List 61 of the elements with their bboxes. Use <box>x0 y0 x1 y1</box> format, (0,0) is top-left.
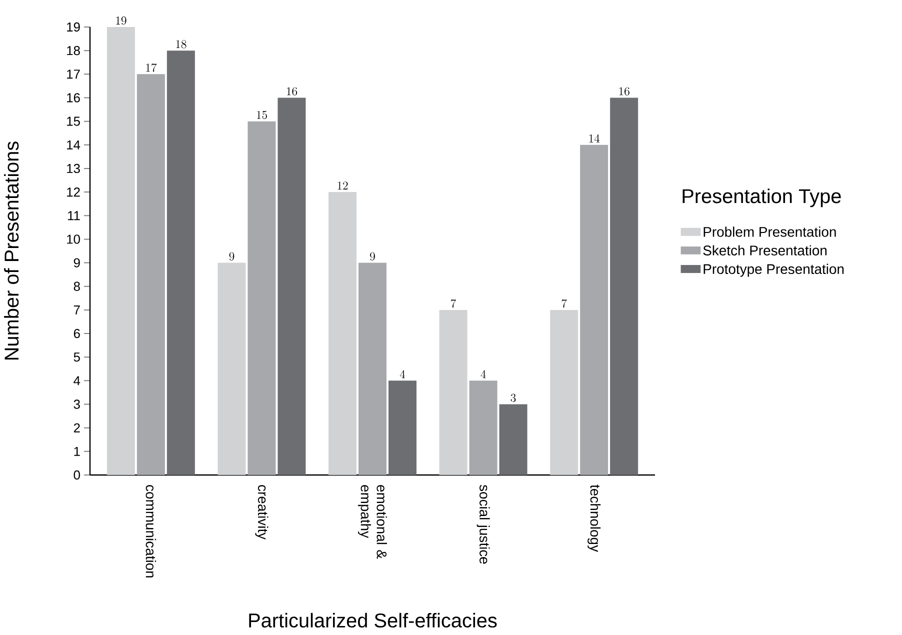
y-tick-label: 3 <box>74 400 80 409</box>
y-tick-label: 12 <box>67 188 80 197</box>
y-tick-label: 2 <box>74 423 80 432</box>
bar <box>248 121 276 475</box>
y-tick-label: 1 <box>74 446 80 456</box>
data-label: 15 <box>256 110 267 120</box>
x-axis-title: Particularized Self-efficacies <box>249 612 497 628</box>
y-tick-label: 19 <box>67 22 80 32</box>
x-tick-label: emotional & empathy <box>358 485 387 559</box>
bar <box>550 310 578 475</box>
legend-label: Prototype Presentation <box>704 264 844 277</box>
data-label: 7 <box>562 299 567 308</box>
bar <box>388 380 416 475</box>
bar <box>218 262 246 475</box>
data-label: 12 <box>338 182 348 190</box>
x-tick-label: social justice <box>476 484 490 564</box>
y-tick-label: 14 <box>67 140 80 150</box>
bar <box>580 144 608 475</box>
y-tick-label: 7 <box>74 305 80 314</box>
legend-title: Presentation Type <box>682 188 841 208</box>
data-label: 7 <box>451 299 456 308</box>
y-tick-label: 9 <box>74 258 80 268</box>
y-tick-label: 6 <box>74 328 80 338</box>
bar <box>358 262 386 475</box>
y-tick-label: 0 <box>74 470 80 480</box>
data-label: 17 <box>146 64 157 72</box>
data-label: 3 <box>510 394 516 402</box>
y-tick-label: 16 <box>67 93 80 102</box>
bar <box>166 50 195 475</box>
data-label: 9 <box>229 252 234 261</box>
y-tick-label: 4 <box>74 376 80 386</box>
bar <box>469 380 498 475</box>
y-tick-label: 5 <box>74 352 80 362</box>
bar <box>136 74 165 475</box>
y-tick-label: 18 <box>67 46 80 56</box>
data-label: 19 <box>116 16 126 25</box>
legend-label: Sketch Presentation <box>703 245 827 256</box>
data-label: 9 <box>370 252 375 261</box>
y-tick-label: 17 <box>67 70 80 79</box>
legend-label: Problem Presentation <box>704 226 836 237</box>
data-label: 14 <box>589 134 600 142</box>
bar <box>439 310 468 475</box>
x-tick-label: creativity <box>255 485 268 540</box>
bar <box>278 98 306 475</box>
y-tick-label: 8 <box>74 282 80 291</box>
y-axis-title: Number of Presentations <box>4 142 19 360</box>
data-label: 4 <box>400 370 406 378</box>
x-tick-label: communication <box>146 485 156 578</box>
data-label: 16 <box>286 87 298 96</box>
x-tick-label: technology <box>588 484 601 552</box>
y-tick-label: 13 <box>67 164 80 174</box>
bar <box>610 98 638 475</box>
bar <box>328 192 357 475</box>
bar <box>106 26 135 475</box>
y-tick-label: 11 <box>68 211 80 220</box>
data-label: 4 <box>480 370 486 378</box>
data-label: 18 <box>176 40 186 48</box>
bar <box>499 404 528 475</box>
y-tick-label: 10 <box>67 234 80 244</box>
data-label: 16 <box>619 87 630 96</box>
y-tick-label: 15 <box>67 116 80 126</box>
